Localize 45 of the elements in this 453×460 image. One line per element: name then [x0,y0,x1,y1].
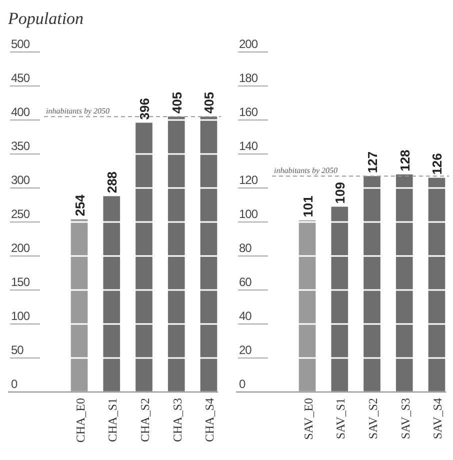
data-label: 405 [169,92,184,114]
x-tick-label: SAV_S2 [366,398,380,440]
data-label: 288 [104,171,120,194]
data-label: 109 [332,182,348,204]
data-label: 127 [365,151,380,174]
x-tick-label: SAV_E0 [301,398,316,440]
y-tick-label: 100 [239,207,258,221]
y-tick-label: 160 [239,105,258,119]
y-tick-label: 20 [239,343,252,357]
y-tick-label: 0 [239,377,246,391]
y-tick-label: 500 [11,37,30,51]
y-tick-label: 50 [11,343,24,357]
y-tick-label: 200 [239,37,258,51]
y-tick-label: 200 [11,241,30,255]
data-label: 405 [202,92,217,114]
ref-line-label: inhabitants by 2050 [274,166,338,176]
data-label: 254 [72,194,88,216]
x-tick-label: CHA_S3 [170,398,184,442]
x-tick-label: SAV_S4 [430,398,445,440]
data-label: 396 [137,98,152,120]
x-tick-label: SAV_S1 [334,398,348,440]
data-label: 128 [397,150,412,172]
y-tick-label: 180 [239,71,258,85]
y-tick-label: 300 [11,173,30,187]
y-tick-label: 100 [11,309,30,323]
y-tick-label: 140 [239,139,258,153]
y-tick-label: 350 [11,139,30,153]
ref-line-label: inhabitants by 2050 [46,106,110,116]
x-tick-label: CHA_S4 [202,398,217,442]
y-tick-label: 450 [11,71,30,85]
data-label: 126 [430,153,445,175]
chart-title: Population [7,9,84,28]
y-tick-label: 0 [11,377,18,391]
x-tick-label: SAV_S3 [398,398,412,440]
y-tick-label: 60 [239,275,252,289]
y-tick-label: 400 [11,105,30,119]
x-tick-label: CHA_E0 [73,398,88,443]
y-tick-label: 150 [11,275,30,289]
data-label: 101 [300,196,316,218]
y-tick-label: 120 [239,173,258,187]
x-tick-label: CHA_S1 [106,398,120,442]
x-tick-label: CHA_S2 [138,398,152,442]
y-tick-label: 250 [11,207,30,221]
y-tick-label: 80 [239,241,252,255]
y-tick-label: 40 [239,309,252,323]
